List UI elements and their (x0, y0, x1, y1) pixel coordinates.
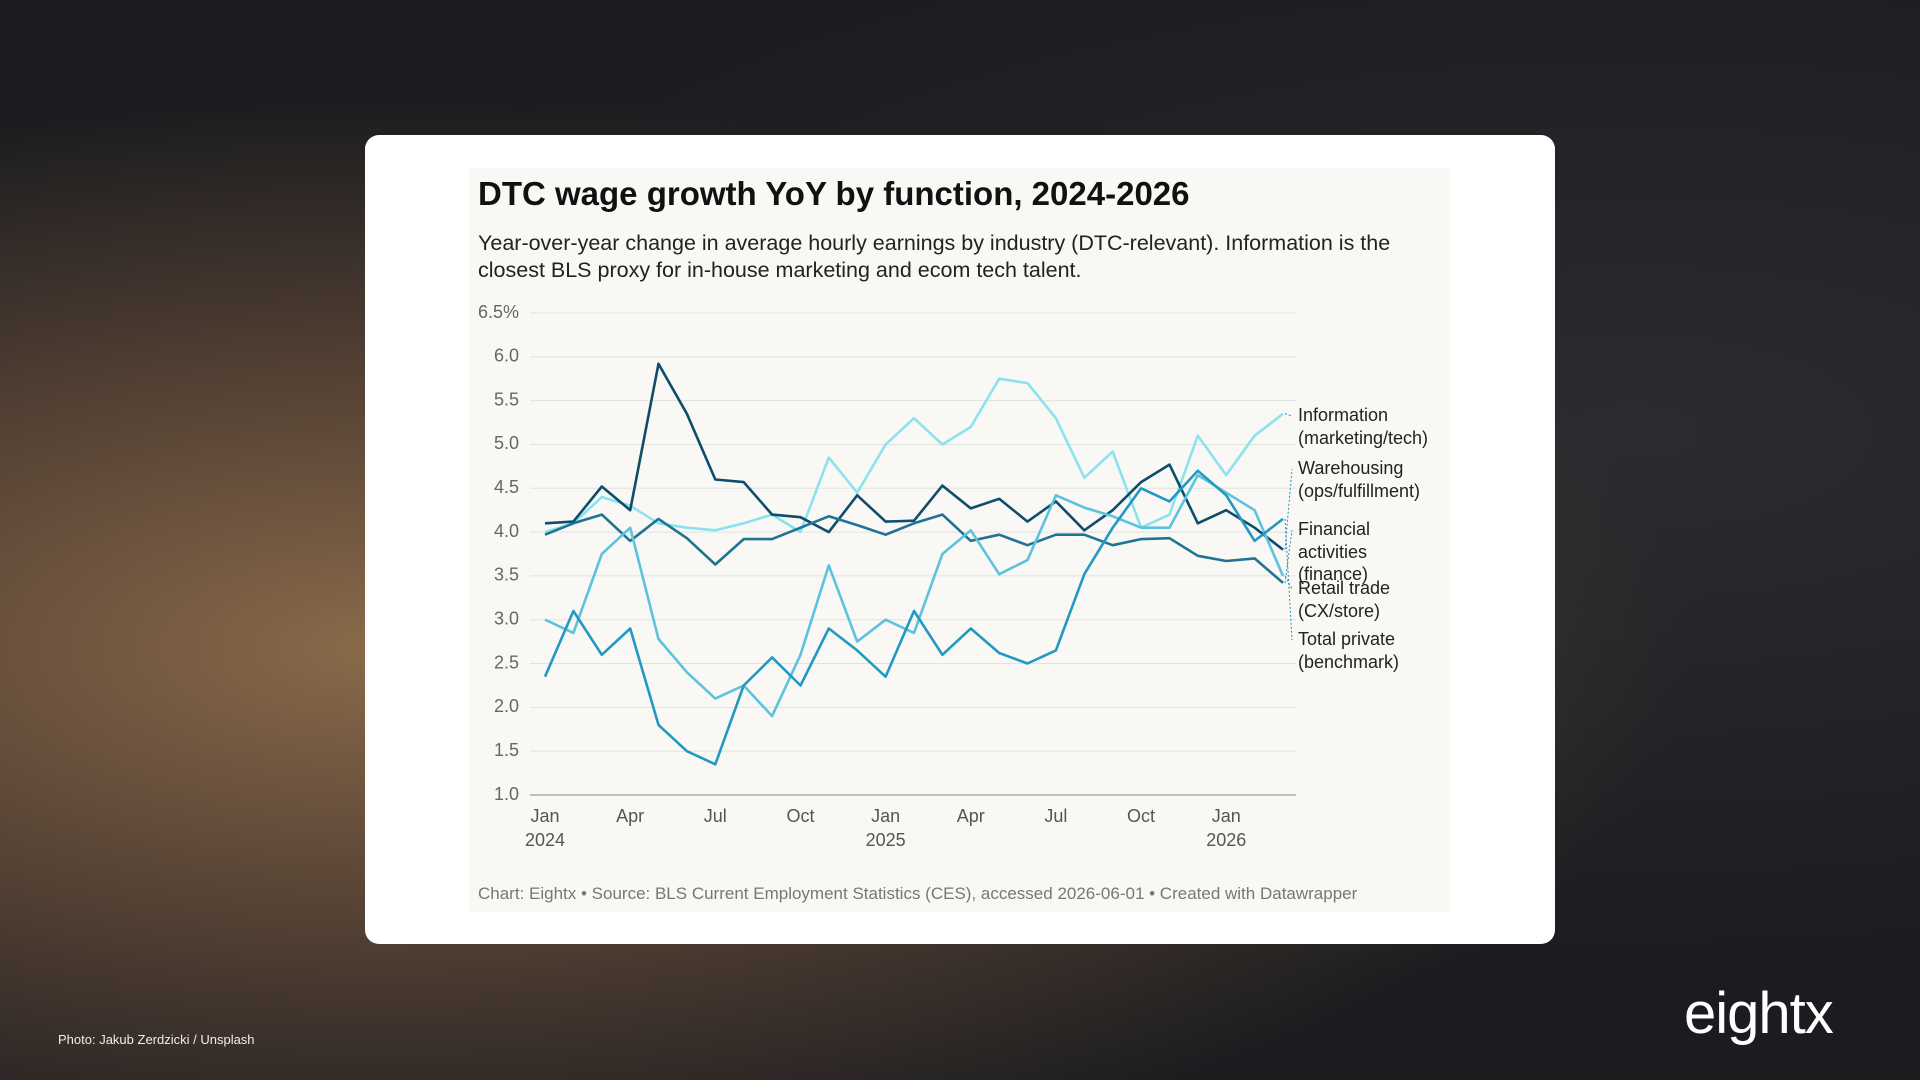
y-tick-label: 1.5 (494, 740, 519, 760)
y-tick-label: 3.0 (494, 608, 519, 628)
leader-line (1284, 413, 1293, 417)
leader-line (1284, 529, 1293, 583)
x-tick-label: Jan 2025 (865, 806, 906, 850)
chart-subtitle: Year-over-year change in average hourly … (478, 231, 1391, 282)
series-label: Financial activities (finance) (1298, 519, 1371, 584)
y-tick-label: 2.0 (494, 696, 519, 716)
photo-credit: Photo: Jakub Zerdzicki / Unsplash (58, 1032, 255, 1047)
series-line (544, 513, 1284, 584)
series-label: Information (marketing/tech) (1298, 405, 1429, 448)
y-tick-label: 5.5 (494, 389, 519, 409)
y-tick-label: 4.5 (494, 477, 519, 497)
x-tick-label: Oct (1127, 806, 1156, 826)
series-line (543, 469, 1284, 766)
x-tick-label: Jul (703, 806, 727, 826)
y-tick-label: 5.0 (494, 433, 519, 453)
series-line (544, 377, 1284, 534)
series-label: Warehousing (ops/fulfillment) (1298, 458, 1421, 501)
x-tick-label: Jul (1044, 806, 1068, 826)
x-tick-label: Jan 2024 (524, 806, 566, 850)
series-label: Total private (benchmark) (1298, 629, 1400, 672)
series-line (544, 473, 1285, 718)
y-tick-label: 2.5 (494, 652, 519, 672)
x-tick-label: Jan 2026 (1206, 806, 1247, 850)
leader-line (1284, 575, 1293, 590)
logo: eightx (1684, 981, 1834, 1046)
chart-title: DTC wage growth YoY by function, 2024-20… (478, 175, 1190, 212)
y-tick-label: 1.0 (494, 784, 519, 804)
y-tick-label: 6.0 (494, 346, 519, 366)
series-label: Retail trade (CX/store) (1298, 578, 1391, 621)
x-tick-label: Oct (786, 806, 815, 826)
x-tick-label: Apr (616, 806, 645, 826)
series-line (544, 362, 1284, 551)
y-tick-label: 3.5 (494, 565, 519, 585)
y-tick-label: 6.5% (478, 302, 519, 322)
y-tick-label: 4.0 (494, 521, 519, 541)
leader-line (1284, 518, 1293, 641)
x-tick-label: Apr (956, 806, 985, 826)
chart-source: Chart: Eightx • Source: BLS Current Empl… (478, 884, 1358, 903)
